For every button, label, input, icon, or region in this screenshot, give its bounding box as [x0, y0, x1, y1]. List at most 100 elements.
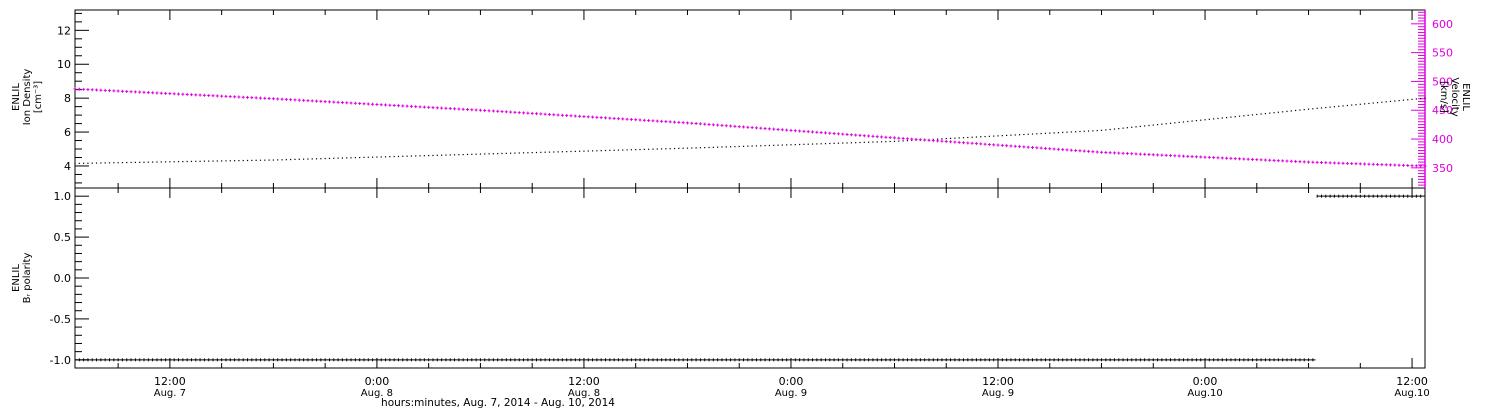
density-point [1040, 132, 1042, 135]
density-point [1260, 113, 1262, 115]
density-point [203, 160, 205, 162]
density-point [673, 147, 676, 150]
density-point [1213, 118, 1215, 120]
density-point [846, 142, 848, 144]
density-point [1325, 106, 1327, 109]
density-point [376, 156, 378, 158]
x-tick-time-label: 0:00 [365, 375, 390, 388]
density-point [1131, 126, 1133, 128]
density-point [501, 152, 503, 155]
density-point [177, 161, 180, 163]
density-point [1273, 112, 1275, 114]
density-point [415, 155, 417, 157]
density-point [1364, 103, 1366, 105]
density-point [410, 155, 413, 157]
density-point [1187, 120, 1189, 123]
density-point [997, 135, 999, 137]
density-point [199, 160, 201, 162]
density-point [893, 140, 896, 142]
density-point [1148, 124, 1150, 127]
density-point [993, 135, 995, 137]
density-point [574, 150, 576, 152]
density-point [803, 143, 805, 145]
density-point [630, 149, 632, 151]
density-point [462, 153, 464, 156]
density-point [738, 145, 740, 148]
density-point [1049, 132, 1051, 134]
density-point [182, 160, 184, 163]
density-point [781, 144, 783, 146]
density-point [315, 158, 318, 160]
bottom-left-tick-label: 1.0 [54, 190, 72, 203]
top-left-axis-title: ENLIL Ion Density [cm⁻³] [11, 69, 44, 126]
density-point [1001, 135, 1003, 137]
density-point [1079, 130, 1081, 133]
density-point [233, 160, 236, 162]
density-point [734, 146, 736, 148]
density-point [285, 159, 287, 161]
density-point [868, 141, 870, 143]
density-point [1238, 115, 1241, 117]
density-point [1351, 104, 1353, 106]
density-point [1355, 104, 1357, 106]
density-point [1277, 111, 1279, 113]
density-point [1295, 109, 1297, 112]
density-point [587, 150, 589, 152]
density-point [1402, 99, 1405, 101]
density-point [1066, 131, 1068, 133]
axis-title-line: ENLIL [11, 264, 22, 292]
density-point [497, 153, 499, 155]
density-point [1139, 125, 1141, 127]
top-left-tick-marks [75, 12, 89, 184]
density-point [1225, 116, 1228, 119]
top-left-tick-label: 4 [64, 160, 71, 173]
density-point [773, 144, 775, 146]
density-point [1372, 102, 1374, 104]
density-point [747, 145, 749, 147]
density-point [1156, 124, 1159, 126]
density-point [1018, 134, 1021, 136]
density-point [635, 149, 637, 151]
density-point [350, 157, 352, 159]
density-point [544, 151, 546, 153]
bottom-left-tick-label: -0.5 [50, 313, 71, 326]
density-point [811, 143, 814, 145]
density-point [596, 150, 598, 152]
x-tick-date-label: Aug. 9 [775, 388, 807, 399]
top-right-tick-label: 450 [1432, 104, 1453, 117]
density-point [346, 157, 348, 159]
density-point [548, 151, 551, 153]
density-point [566, 151, 568, 153]
density-point [591, 150, 594, 152]
density-point [794, 144, 796, 146]
density-point [1424, 97, 1426, 99]
top-right-tick-label: 550 [1432, 47, 1453, 60]
density-point [686, 147, 689, 149]
density-point [527, 152, 529, 154]
top-right-tick-label: 500 [1432, 75, 1453, 88]
density-point [186, 160, 188, 163]
axis-title-line: ENLIL [11, 83, 22, 111]
density-point [1135, 126, 1137, 128]
bottom-left-tick-label: 0.0 [54, 272, 72, 285]
density-point [471, 153, 473, 155]
density-point [134, 161, 136, 163]
density-point [1169, 122, 1172, 124]
density-point [1230, 116, 1232, 118]
density-point [216, 160, 218, 162]
density-point [1407, 99, 1409, 101]
density-point [1243, 115, 1245, 117]
density-point [1221, 117, 1223, 119]
density-point [898, 140, 900, 142]
velocity-series [73, 87, 1427, 168]
density-point [311, 158, 313, 160]
density-point [535, 151, 538, 154]
top-left-tick-label: 12 [57, 24, 71, 37]
top-right-tick-label: 350 [1432, 162, 1453, 175]
density-point [1109, 128, 1111, 131]
density-point [337, 157, 339, 159]
density-point [1006, 134, 1008, 137]
density-point [885, 141, 887, 143]
density-point [954, 137, 956, 139]
